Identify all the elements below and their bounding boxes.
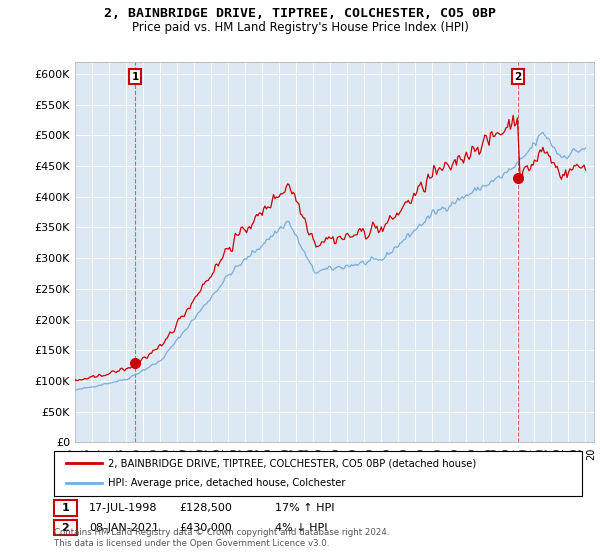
Text: 4% ↓ HPI: 4% ↓ HPI	[275, 522, 328, 533]
Text: 08-JAN-2021: 08-JAN-2021	[89, 522, 159, 533]
Text: £128,500: £128,500	[179, 503, 232, 513]
Text: 1: 1	[62, 503, 69, 513]
Text: 2, BAINBRIDGE DRIVE, TIPTREE, COLCHESTER, CO5 0BP (detached house): 2, BAINBRIDGE DRIVE, TIPTREE, COLCHESTER…	[108, 458, 476, 468]
Text: 17% ↑ HPI: 17% ↑ HPI	[275, 503, 334, 513]
Text: HPI: Average price, detached house, Colchester: HPI: Average price, detached house, Colc…	[108, 478, 346, 488]
Text: Price paid vs. HM Land Registry's House Price Index (HPI): Price paid vs. HM Land Registry's House …	[131, 21, 469, 34]
Text: 1: 1	[131, 72, 139, 82]
Text: 2: 2	[62, 522, 69, 533]
Text: £430,000: £430,000	[179, 522, 232, 533]
Text: 2, BAINBRIDGE DRIVE, TIPTREE, COLCHESTER, CO5 0BP: 2, BAINBRIDGE DRIVE, TIPTREE, COLCHESTER…	[104, 7, 496, 20]
Text: 2: 2	[514, 72, 521, 82]
Text: 17-JUL-1998: 17-JUL-1998	[89, 503, 157, 513]
Text: Contains HM Land Registry data © Crown copyright and database right 2024.
This d: Contains HM Land Registry data © Crown c…	[54, 528, 389, 548]
